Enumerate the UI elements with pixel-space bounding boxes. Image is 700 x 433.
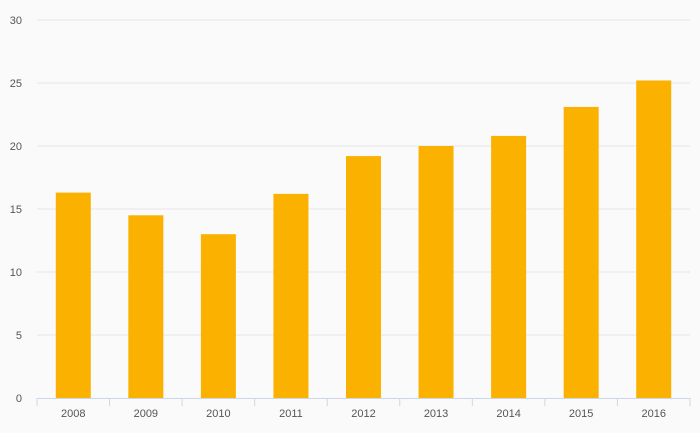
bar-2010[interactable]	[200, 234, 236, 398]
y-tick-label-10: 10	[10, 267, 22, 279]
bar-2013[interactable]	[418, 146, 454, 398]
bars	[55, 80, 672, 399]
y-tick-label-5: 5	[16, 330, 22, 342]
x-axis-tick-labels: 2008 2009 2010 2011 2012 2013 2014 2015 2016	[61, 408, 666, 420]
x-tick-label-2011: 2011	[279, 408, 303, 420]
x-axis-ticks	[36, 398, 691, 406]
y-tick-label-15: 15	[10, 204, 22, 216]
x-tick-label-2010: 2010	[206, 408, 230, 420]
y-tick-label-30: 30	[10, 15, 22, 27]
bar-2009[interactable]	[128, 215, 164, 398]
bar-2015[interactable]	[563, 106, 599, 398]
bar-2016[interactable]	[636, 80, 672, 398]
x-tick-label-2009: 2009	[134, 408, 158, 420]
bar-2011[interactable]	[273, 193, 309, 398]
x-tick-label-2014: 2014	[496, 408, 520, 420]
bar-2014[interactable]	[491, 135, 527, 399]
x-tick-label-2008: 2008	[61, 408, 85, 420]
bar-2012[interactable]	[346, 156, 381, 398]
y-tick-label-25: 25	[10, 78, 22, 90]
x-tick-label-2016: 2016	[641, 408, 665, 420]
x-tick-label-2015: 2015	[569, 408, 593, 420]
y-tick-label-0: 0	[16, 393, 22, 405]
x-tick-label-2013: 2013	[424, 408, 448, 420]
y-tick-label-20: 20	[10, 141, 22, 153]
y-axis-tick-labels: 0 5 10 15 20 25 30	[10, 15, 22, 405]
bar-2008[interactable]	[55, 192, 91, 398]
x-tick-label-2012: 2012	[351, 408, 375, 420]
